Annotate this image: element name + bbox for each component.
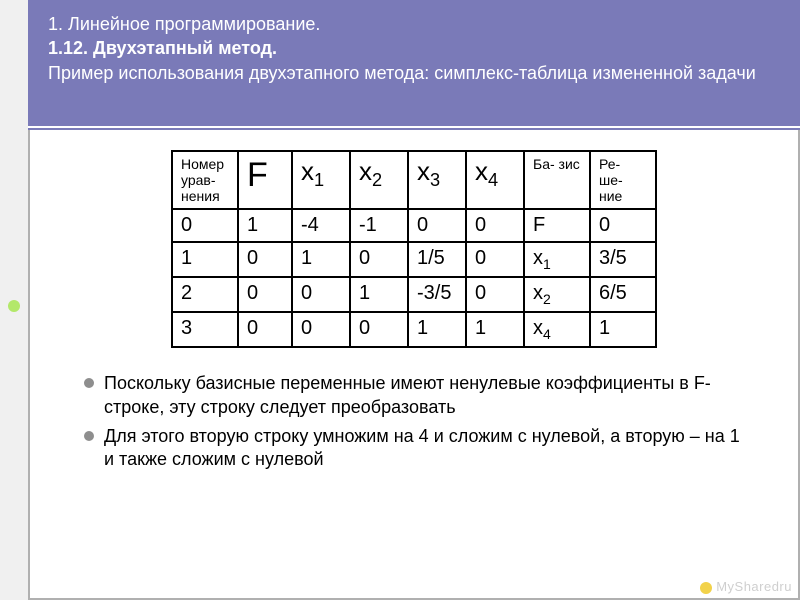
slide-sidebar: [0, 0, 28, 600]
cell: 1: [172, 242, 238, 277]
note-item: Поскольку базисные переменные имеют нену…: [80, 372, 748, 419]
cell: 0: [350, 242, 408, 277]
header-line-3: Пример использования двухэтапного метода…: [48, 61, 780, 85]
cell: 1: [350, 277, 408, 312]
watermark-text: MySharedru: [716, 579, 792, 594]
table-row: 2 0 0 1 -3/5 0 x2 6/5: [172, 277, 656, 312]
cell: x4: [524, 312, 590, 347]
slide-header: 1. Линейное программирование. 1.12. Двух…: [28, 0, 800, 130]
cell: 0: [466, 277, 524, 312]
col-header-x1: x1: [292, 151, 350, 209]
col-header-num: Номер урав- нения: [172, 151, 238, 209]
col-header-sol: Ре- ше- ние: [590, 151, 656, 209]
cell: 0: [466, 242, 524, 277]
sidebar-accent-dot: [8, 300, 20, 312]
watermark: MySharedru: [700, 579, 792, 594]
table-row: 0 1 -4 -1 0 0 F 0: [172, 209, 656, 242]
simplex-table: Номер урав- нения F x1 x2 x3 x4 Ба- зис …: [171, 150, 657, 348]
col-header-F: F: [238, 151, 292, 209]
cell: 0: [238, 242, 292, 277]
cell: 1/5: [408, 242, 466, 277]
cell: 0: [466, 209, 524, 242]
cell: F: [524, 209, 590, 242]
header-line-2: 1.12. Двухэтапный метод.: [48, 36, 780, 60]
note-item: Для этого вторую строку умножим на 4 и с…: [80, 425, 748, 472]
cell: 0: [238, 277, 292, 312]
table-header-row: Номер урав- нения F x1 x2 x3 x4 Ба- зис …: [172, 151, 656, 209]
header-underline: [28, 126, 800, 128]
table-row: 1 0 1 0 1/5 0 x1 3/5: [172, 242, 656, 277]
cell: x2: [524, 277, 590, 312]
notes-list: Поскольку базисные переменные имеют нену…: [70, 372, 758, 472]
cell: 1: [466, 312, 524, 347]
cell: 3/5: [590, 242, 656, 277]
col-header-x3: x3: [408, 151, 466, 209]
watermark-dot-icon: [700, 582, 712, 594]
cell: -1: [350, 209, 408, 242]
cell: 1: [292, 242, 350, 277]
cell: x1: [524, 242, 590, 277]
cell: 2: [172, 277, 238, 312]
cell: 6/5: [590, 277, 656, 312]
col-header-basis: Ба- зис: [524, 151, 590, 209]
cell: 1: [238, 209, 292, 242]
cell: 3: [172, 312, 238, 347]
cell: -3/5: [408, 277, 466, 312]
cell: 0: [238, 312, 292, 347]
cell: 0: [408, 209, 466, 242]
cell: -4: [292, 209, 350, 242]
slide-content: Номер урав- нения F x1 x2 x3 x4 Ба- зис …: [28, 130, 800, 600]
cell: 0: [350, 312, 408, 347]
cell: 0: [292, 312, 350, 347]
cell: 0: [590, 209, 656, 242]
cell: 1: [408, 312, 466, 347]
table-row: 3 0 0 0 1 1 x4 1: [172, 312, 656, 347]
cell: 0: [292, 277, 350, 312]
cell: 0: [172, 209, 238, 242]
cell: 1: [590, 312, 656, 347]
col-header-x4: x4: [466, 151, 524, 209]
col-header-x2: x2: [350, 151, 408, 209]
header-line-1: 1. Линейное программирование.: [48, 12, 780, 36]
